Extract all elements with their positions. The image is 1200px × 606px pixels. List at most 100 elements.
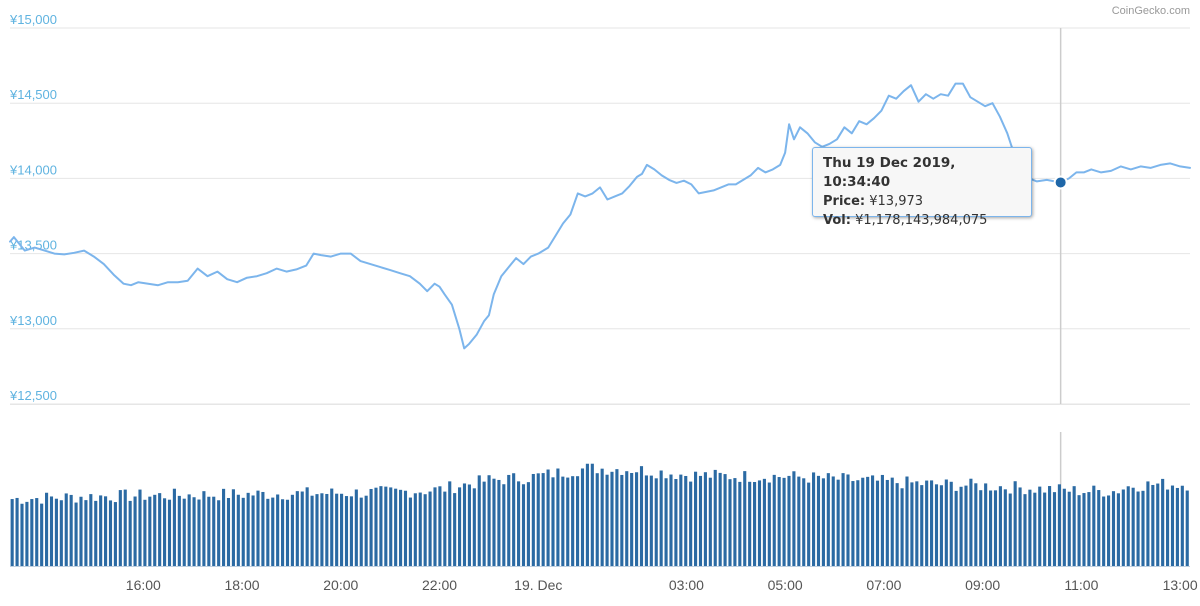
volume-bar [295, 491, 299, 566]
volume-bar [271, 497, 275, 566]
volume-bar [826, 473, 830, 566]
volume-bar [1003, 489, 1007, 566]
volume-bar [197, 499, 201, 566]
volume-bar [335, 493, 339, 566]
volume-bar [202, 491, 206, 566]
volume-bar [979, 490, 983, 566]
volume-bar [177, 495, 181, 566]
volume-bar [895, 483, 899, 566]
volume-bar [443, 491, 447, 566]
volume-bar [276, 494, 280, 566]
volume-bar [187, 494, 191, 566]
volume-bar [285, 499, 290, 566]
volume-bar [1097, 490, 1101, 566]
volume-bar [590, 463, 594, 566]
volume-bar [458, 487, 462, 566]
volume-bar [905, 476, 909, 566]
x-tick-label: 16:00 [126, 577, 161, 593]
price-gridlines [10, 27, 1190, 405]
volume-bar [630, 472, 634, 566]
volume-bar [605, 474, 609, 566]
volume-bar [738, 481, 742, 566]
volume-bar [399, 489, 403, 566]
volume-bar [959, 486, 963, 566]
volume-bar [143, 499, 147, 566]
volume-bar [718, 472, 722, 566]
volume-bar [526, 482, 530, 566]
volume-bar [15, 497, 19, 566]
volume-bar [69, 494, 73, 566]
volume-bar [1023, 494, 1027, 566]
volume-bar [1102, 496, 1106, 566]
volume-bar [816, 475, 821, 566]
volume-bar [925, 480, 929, 566]
volume-bar [1048, 486, 1052, 566]
volume-bar [713, 469, 717, 566]
volume-bar [841, 473, 845, 566]
volume-bar [433, 487, 437, 566]
volume-bar [231, 489, 235, 566]
x-tick-label: 11:00 [1064, 577, 1098, 593]
volume-bar [261, 491, 265, 566]
volume-bar [875, 480, 880, 566]
volume-bar [512, 473, 516, 566]
volume-bar [222, 488, 226, 566]
volume-bar [241, 497, 245, 566]
x-tick-label: 18:00 [225, 577, 260, 593]
x-tick-label: 07:00 [866, 577, 901, 593]
volume-bar [669, 474, 673, 566]
volume-bar [807, 482, 811, 566]
volume-bar [703, 472, 707, 566]
volume-bar [472, 488, 476, 566]
volume-bar [266, 498, 270, 566]
volume-bar [1151, 484, 1155, 566]
tooltip-price-label: Price: [823, 194, 866, 209]
volume-bar [163, 498, 167, 566]
volume-bar [1092, 485, 1096, 566]
volume-bar [748, 481, 752, 566]
volume-bar [767, 482, 771, 566]
volume-bar [364, 495, 368, 566]
volume-bar [384, 486, 388, 566]
volume-bar [521, 484, 526, 566]
y-tick-label: ¥13,000 [9, 313, 57, 328]
volume-bar [689, 481, 693, 566]
volume-bar [45, 492, 49, 566]
volume-bar [1180, 485, 1184, 566]
volume-bar [369, 488, 373, 566]
volume-bar [610, 471, 614, 566]
volume-bar [649, 475, 653, 566]
volume-bar [851, 481, 855, 566]
volume-bar [1131, 487, 1135, 566]
volume-bar [900, 488, 904, 566]
volume-bar [54, 498, 58, 566]
volume-bar [644, 475, 648, 566]
volume-bar [679, 474, 683, 566]
tooltip-vol-row: Vol: ¥1,178,143,984,075 [823, 211, 1021, 230]
y-tick-label: ¥14,500 [9, 87, 57, 102]
volume-bar [821, 478, 825, 566]
volume-bar [812, 472, 816, 566]
volume-bar [1052, 492, 1057, 566]
credit-label[interactable]: CoinGecko.com [1112, 5, 1190, 17]
volume-bar [517, 481, 521, 566]
volume-bar [502, 484, 506, 566]
tooltip-vol-label: Vol: [823, 213, 851, 228]
volume-bar [133, 496, 137, 566]
volume-bar [753, 482, 757, 566]
volume-bar [1107, 495, 1111, 566]
volume-bar [1038, 486, 1042, 566]
volume-bar [113, 502, 117, 566]
volume-bar [138, 489, 142, 566]
volume-bar [497, 479, 501, 566]
volume-bar [1057, 484, 1061, 566]
volume-bar [281, 499, 285, 566]
volume-bar [59, 500, 63, 566]
volume-bar [915, 481, 919, 566]
volume-bar [728, 479, 732, 566]
volume-bar [246, 492, 250, 566]
volume-bar [920, 485, 924, 566]
volume-bar [580, 468, 585, 566]
time-axis-labels: 16:00 18:00 20:00 22:00 19. Dec 03:00 05:00 07:… [126, 577, 1198, 593]
